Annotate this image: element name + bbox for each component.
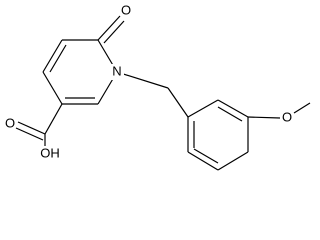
bond xyxy=(167,87,189,118)
atom-label: OH xyxy=(40,145,60,160)
bonds xyxy=(15,15,311,171)
bond xyxy=(217,99,249,118)
atom-label: O xyxy=(5,115,15,130)
bond xyxy=(187,99,219,118)
bond xyxy=(217,106,243,122)
bond xyxy=(293,102,311,114)
atom-label: O xyxy=(282,109,292,124)
bond xyxy=(42,71,63,105)
bond xyxy=(247,116,281,119)
atom-label: N xyxy=(112,63,121,78)
bond xyxy=(217,151,249,171)
bond xyxy=(97,15,121,41)
label-background xyxy=(111,64,124,80)
bond xyxy=(116,71,169,89)
atom-label: O xyxy=(121,2,131,17)
bond xyxy=(15,127,44,141)
bond xyxy=(42,39,63,73)
atom-labels: O N O OH O xyxy=(5,2,292,160)
bond xyxy=(187,151,219,171)
bond xyxy=(193,148,219,164)
molecule-diagram: O N O OH O xyxy=(5,2,311,171)
bond xyxy=(17,121,46,135)
bond xyxy=(44,103,63,135)
bond xyxy=(49,44,67,73)
bond xyxy=(103,20,125,44)
